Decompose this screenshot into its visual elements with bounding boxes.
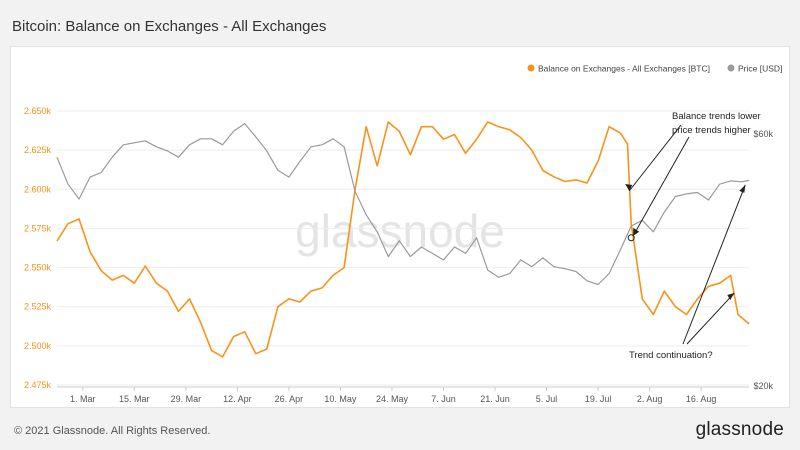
x-tick-label: 1. Mar [70,394,96,404]
y-left-tick-label: 2.500k [24,341,52,351]
watermark: glassnode [295,205,505,257]
y-right-tick-label: $20k [753,381,773,391]
series-layer [56,121,750,358]
x-tick-label: 15. Mar [119,394,150,404]
y-left-tick-label: 2.525k [24,302,52,312]
x-tick-label: 16. Aug [686,394,717,404]
legend-price-marker [727,64,735,72]
x-tick-label: 7. Jun [431,394,456,404]
annotation-text: Balance trends lower [672,111,761,122]
annotation-arrow [686,292,735,345]
balance-series-line [56,121,750,358]
legend: Balance on Exchanges - All Exchanges [BT… [527,64,782,74]
x-tick-label: 5. Jul [536,394,558,404]
x-tick-label: 2. Aug [637,394,663,404]
annotation-text: Trend continuation? [629,350,713,361]
legend-price-label[interactable]: Price [USD] [738,64,782,74]
chart-title: Bitcoin: Balance on Exchanges - All Exch… [12,18,327,35]
brand-logo[interactable]: glassnode [695,419,784,440]
grid [57,110,749,386]
copyright: © 2021 Glassnode. All Rights Reserved. [14,425,211,437]
x-tick-label: 26. Apr [275,394,304,404]
x-tick-label: 29. Mar [171,394,202,404]
legend-balance-marker [527,64,535,72]
chart-svg: glassnode 2.650k 2.625k 2.600k 2.575k 2.550k… [24,64,782,405]
annotation-arrowhead [739,184,746,193]
y-left-tick-label: 2.600k [24,184,52,194]
annotation-arrowhead [727,293,735,301]
y-right-tick-label: $60k [753,129,773,139]
annotation-text: price trends higher [672,125,751,136]
x-tick-label: 24. May [376,394,409,404]
annotation-point [627,234,635,242]
y-left-tick-label: 2.625k [24,145,52,155]
x-tick-label: 12. Apr [223,394,252,404]
annotation-arrow [628,124,682,192]
x-tick-label: 10. May [324,394,357,404]
axes: 2.650k 2.625k 2.600k 2.575k 2.550k 2.525k 2.50… [24,106,774,404]
chart-panel: glassnode 2.650k 2.625k 2.600k 2.575k 2.550k… [10,46,790,408]
annotation-arrowhead [633,227,640,236]
annotations: Balance trends lower price trends higher T… [625,111,761,361]
y-left-tick-label: 2.650k [24,106,52,116]
y-left-tick-label: 2.475k [24,380,52,390]
annotation-arrow [682,184,746,345]
annotation-arrowhead [625,184,633,191]
legend-balance-label[interactable]: Balance on Exchanges - All Exchanges [BT… [538,64,710,74]
y-left-tick-label: 2.550k [24,263,52,273]
x-tick-label: 19. Jul [585,394,612,404]
annotation-arrow [632,136,690,237]
x-tick-label: 21. Jun [480,394,510,404]
y-left-tick-label: 2.575k [24,223,52,233]
price-series-line [56,122,750,286]
